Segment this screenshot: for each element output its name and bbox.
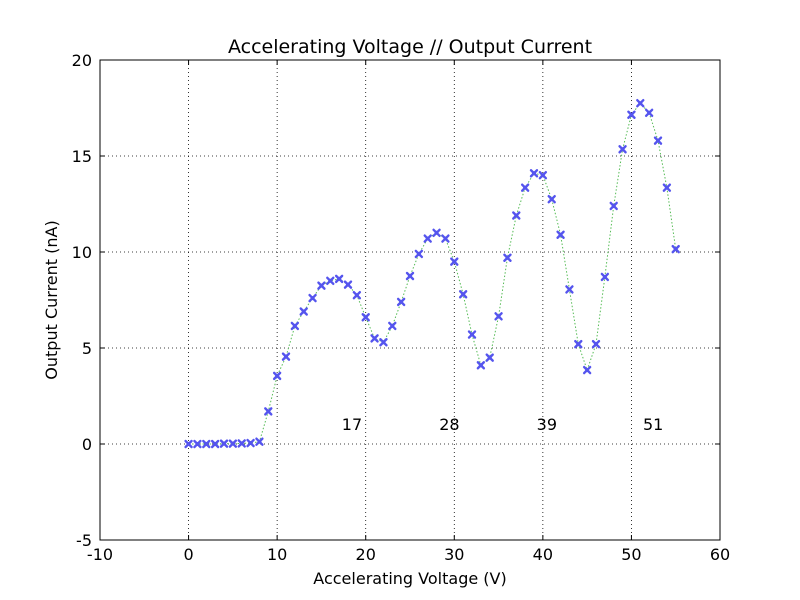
data-point [237,439,246,448]
data-point [184,439,193,449]
data-point [503,253,512,262]
data-point [618,145,627,154]
ticks: -10 0 10 20 30 40 50 60 -5 0 5 10 15 20 [72,51,731,564]
x-tick-label: 40 [533,545,553,564]
data-point [193,439,202,449]
data-point [653,136,663,145]
data-point [352,291,362,300]
x-tick-label: 10 [267,545,287,564]
data-point [210,439,220,449]
series-layer [184,98,680,449]
chart-title: Accelerating Voltage // Output Current [228,36,592,58]
data-point [290,321,300,331]
data-point [405,271,415,281]
y-tick-label: 15 [72,147,92,166]
data-point [396,297,406,307]
data-point [467,330,477,339]
data-point [272,371,282,381]
data-point [565,285,574,294]
data-point [671,244,680,254]
data-point [556,230,565,239]
data-point [582,365,592,375]
series-line [188,102,677,445]
data-point [441,234,450,243]
data-point [644,108,654,118]
data-point [458,290,468,299]
data-point [414,249,424,259]
data-point [255,437,264,446]
data-point [520,183,530,192]
data-point [334,274,344,284]
data-point [450,257,459,266]
data-point [609,201,618,211]
annotations: 17 28 39 51 [342,415,664,434]
x-tick-label: 30 [444,545,464,564]
peak-annotation: 39 [537,415,557,434]
data-point [547,194,556,204]
x-tick-label: -10 [87,545,113,564]
data-point [343,280,353,289]
data-point [308,293,317,303]
data-point [494,312,503,321]
data-point [636,98,645,108]
y-tick-label: 5 [82,339,92,358]
peak-annotation: 51 [643,415,663,434]
data-point [529,169,539,178]
x-tick-label: 20 [356,545,376,564]
data-point [432,228,441,238]
x-axis-label: Accelerating Voltage (V) [313,569,506,588]
x-tick-label: 0 [183,545,193,564]
y-tick-label: 20 [72,51,92,70]
data-point [591,339,601,349]
data-point [219,439,229,448]
peak-annotation: 28 [439,415,459,434]
data-point [388,321,397,331]
data-point [299,307,308,316]
data-point [228,439,238,448]
peak-annotation: 17 [342,415,362,434]
data-point [202,439,211,449]
data-point [317,281,326,290]
data-point [326,276,335,285]
data-point [361,313,370,322]
data-point [662,183,672,192]
data-point [281,352,291,361]
data-point [379,338,388,347]
y-tick-label: 10 [72,243,92,262]
data-point [423,234,432,243]
y-axis-label: Output Current (nA) [42,220,61,379]
plot-frame [99,59,721,541]
y-tick-label: 0 [82,435,92,454]
data-point [538,170,548,180]
data-point [627,110,636,119]
y-tick-label: -5 [76,531,92,550]
data-point [485,353,494,362]
data-point [246,438,255,448]
data-point [512,211,521,220]
data-point [574,339,583,349]
data-point [370,334,379,343]
data-point [600,272,610,282]
x-tick-label: 60 [710,545,730,564]
data-point [264,407,273,416]
data-point [476,361,486,370]
x-tick-label: 50 [621,545,641,564]
